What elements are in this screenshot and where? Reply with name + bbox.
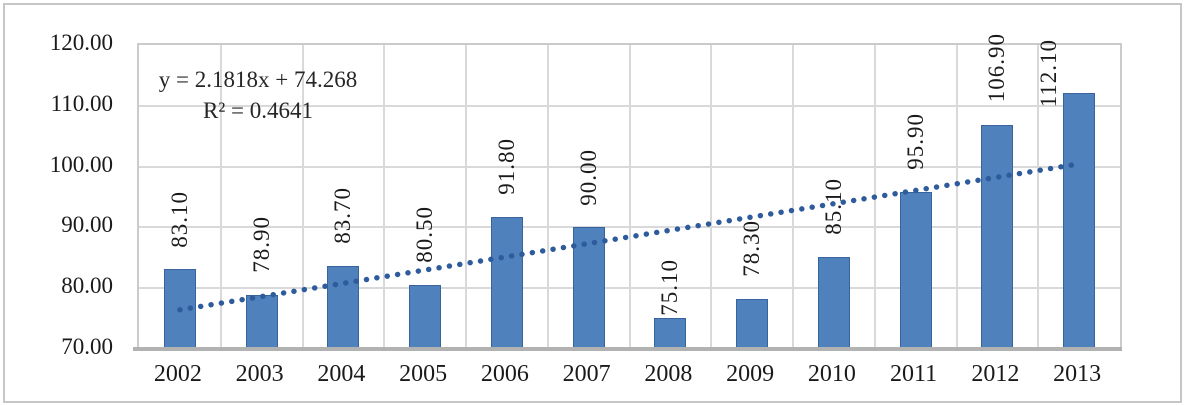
x-axis-tick-label: 2008: [644, 361, 693, 387]
vertical-gridline: [1037, 45, 1040, 349]
bar: [817, 257, 850, 349]
bar: [899, 191, 932, 349]
trendline-equation: y = 2.1818x + 74.268 R² = 0.4641: [132, 64, 384, 126]
y-axis-tick-label: 70.00: [61, 334, 113, 359]
bar-value-label: 85.10: [820, 178, 846, 236]
x-axis-tick-label: 2013: [1053, 361, 1102, 387]
y-axis-tick-label: 80.00: [61, 273, 113, 299]
vertical-gridline: [383, 45, 386, 349]
bar: [981, 124, 1014, 349]
x-axis-tick-label: 2010: [807, 361, 856, 387]
x-axis-tick-label: 2005: [399, 361, 448, 387]
bar-value-label: 112.10: [1036, 38, 1062, 107]
bar-value-label: 83.70: [330, 186, 356, 244]
vertical-gridline: [219, 45, 222, 349]
plot-area: 83.10 78.90 83.70 80.50 91.80 90.00 75.10 78.30…: [137, 33, 1122, 351]
vertical-gridline: [792, 45, 794, 349]
bar: [490, 216, 523, 349]
bar-value-label: 95.90: [902, 112, 928, 170]
y-axis-tick-label: 100.00: [49, 151, 113, 177]
bar: [1063, 93, 1096, 349]
y-axis-tick-label: 90.00: [61, 212, 113, 238]
bar: [572, 227, 605, 349]
bar-value-label: 91.80: [493, 137, 519, 195]
x-axis-tick-label: 2002: [153, 361, 202, 387]
bar: [736, 298, 769, 349]
vertical-gridline: [955, 45, 958, 349]
bar: [245, 294, 278, 349]
vertical-gridline: [546, 45, 549, 349]
vertical-gridline: [301, 45, 304, 349]
trendline-r-squared-text: R² = 0.4641: [203, 98, 313, 123]
trendline-dotted-line: [177, 161, 1082, 313]
bar-value-label: 90.00: [575, 148, 601, 206]
x-axis-tick-label: 2003: [235, 361, 284, 387]
x-axis-tick-label: 2009: [726, 361, 775, 387]
bar-value-label: 106.90: [984, 33, 1010, 103]
bar-value-label: 78.30: [739, 219, 765, 277]
bar-value-label: 80.50: [412, 206, 438, 264]
x-axis-tick-label: 2007: [562, 361, 611, 387]
y-axis-tick-label: 110.00: [50, 90, 113, 116]
bar: [654, 318, 687, 349]
x-axis-tick-label: 2004: [317, 361, 366, 387]
x-axis-tick-label: 2012: [971, 361, 1020, 387]
x-axis-tick-label: 2011: [890, 361, 938, 387]
bar-value-label: 75.10: [657, 259, 683, 316]
x-axis-tick-label: 2006: [480, 361, 529, 387]
trendline-equation-text: y = 2.1818x + 74.268: [158, 67, 358, 92]
vertical-gridline: [465, 45, 467, 349]
bar-value-label: 78.90: [248, 216, 274, 273]
vertical-gridline: [710, 45, 713, 349]
bar-value-label: 83.10: [166, 190, 192, 248]
x-axis-line: [133, 347, 1122, 351]
y-axis-tick-label: 120.00: [49, 30, 113, 55]
vertical-gridline: [628, 45, 631, 349]
bar: [409, 285, 442, 349]
